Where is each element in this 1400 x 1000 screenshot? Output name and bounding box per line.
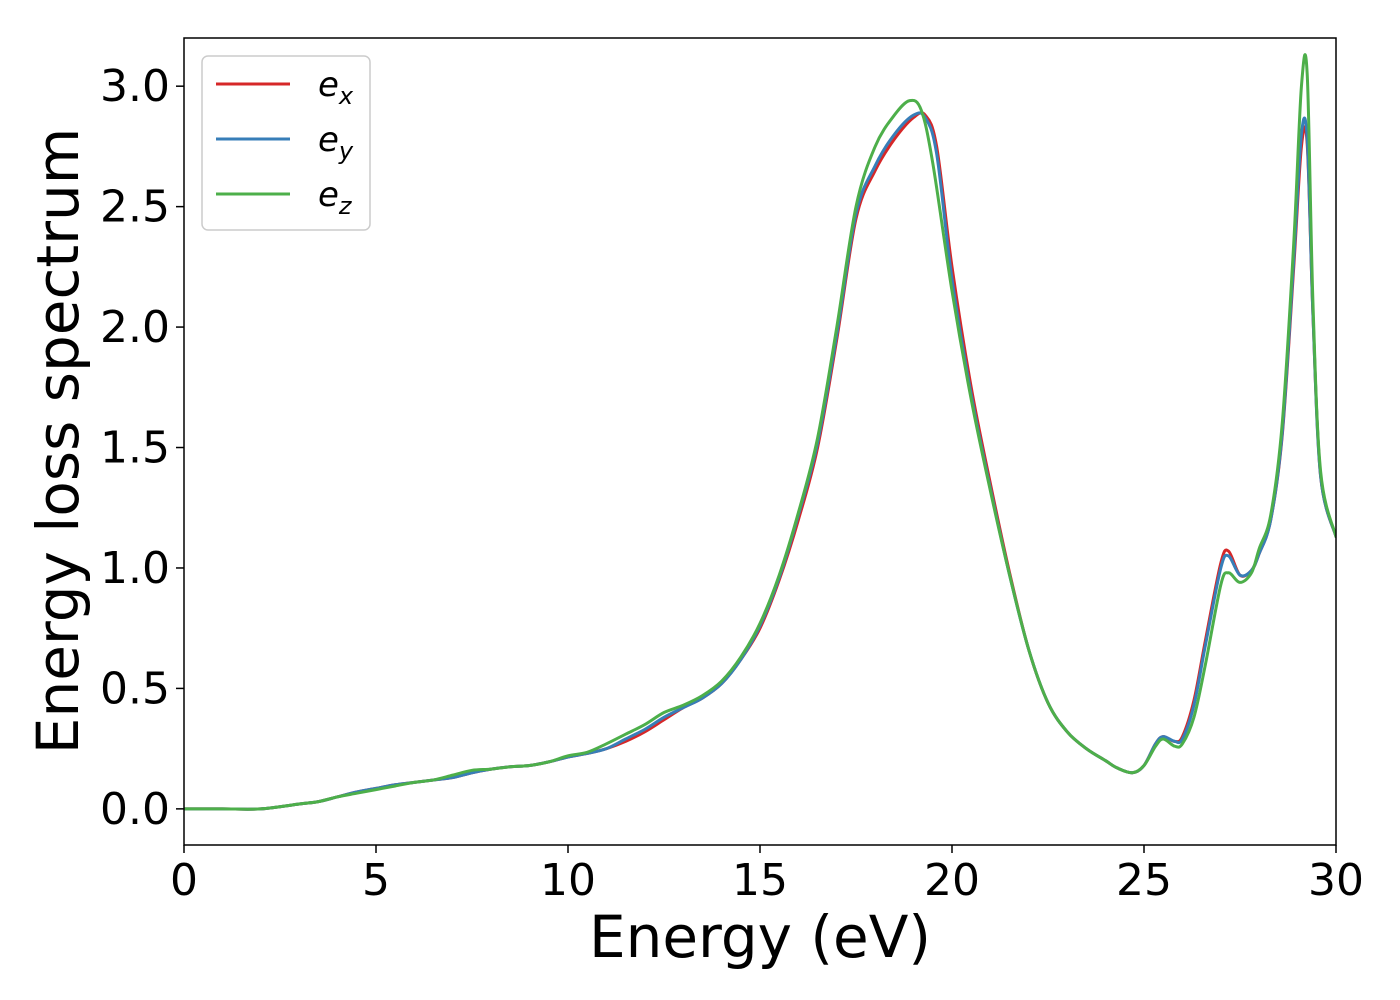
y-tick-label: 0.0: [100, 784, 170, 835]
legend-label-z: ez: [318, 175, 353, 220]
legend: ex ey ez: [201, 55, 371, 231]
y-tick-label: 1.5: [100, 423, 170, 474]
legend-label-y: ey: [318, 120, 354, 165]
legend-box: [201, 55, 371, 231]
x-tick-label: 20: [924, 855, 980, 906]
series-line-z: [184, 53, 1336, 811]
x-tick-label: 25: [1116, 855, 1172, 906]
series-group: [184, 53, 1336, 811]
x-tick-label: 30: [1308, 855, 1364, 906]
x-tick-label: 5: [362, 855, 390, 906]
x-tick-label: 0: [170, 855, 198, 906]
y-tick-label: 3.0: [100, 61, 170, 112]
series-line-y: [184, 111, 1336, 811]
legend-label-x: ex: [318, 65, 354, 110]
y-tick-label: 2.5: [100, 182, 170, 233]
y-axis-ticks: 0.0 0.5 1.0 1.5 2.0 2.5 3.0: [100, 61, 184, 835]
y-tick-label: 2.0: [100, 302, 170, 353]
y-tick-label: 0.5: [100, 663, 170, 714]
x-tick-label: 15: [732, 855, 788, 906]
y-axis-title: Energy loss spectrum: [24, 128, 92, 754]
x-axis-title: Energy (eV): [589, 903, 931, 971]
y-tick-label: 1.0: [100, 543, 170, 594]
plot-area: [183, 37, 1337, 846]
x-tick-label: 10: [540, 855, 596, 906]
x-axis-ticks: 0 5 10 15 20 25 30: [170, 845, 1364, 906]
